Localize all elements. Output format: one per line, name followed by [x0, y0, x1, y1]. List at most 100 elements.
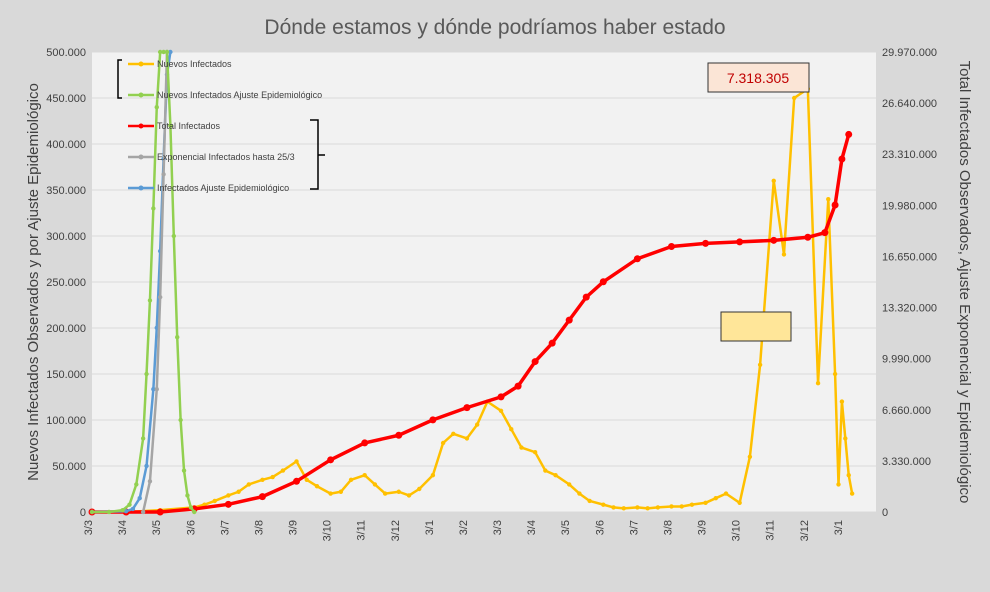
data-point: [382, 491, 388, 496]
data-point: [185, 493, 190, 498]
x-tick-label: 3/1: [833, 520, 845, 535]
data-point: [120, 507, 125, 513]
right-axis-ticks: 0 3.330.000 6.660.000 9.990.000 13.320.000 16…: [882, 47, 937, 519]
data-point: [497, 393, 505, 401]
data-point: [212, 498, 217, 504]
highlight-box: [720, 311, 792, 342]
data-point: [757, 362, 763, 367]
left-axis-ticks: 0 50.000 100.000 150.000 200.000 250.000 300.0…: [46, 47, 86, 519]
data-point: [587, 498, 592, 504]
legend-marker: [138, 61, 144, 67]
data-point: [770, 236, 778, 244]
data-point: [440, 440, 446, 446]
data-point: [669, 504, 674, 509]
data-point: [531, 358, 539, 366]
data-point: [849, 491, 855, 496]
data-point: [168, 49, 173, 55]
data-point: [635, 505, 640, 510]
y-left-tick-label: 250.000: [46, 277, 86, 289]
legend-bracket-left: [117, 59, 122, 99]
data-point: [702, 239, 710, 247]
y-right-tick-label: 3.330.000: [882, 456, 931, 468]
data-point: [577, 491, 582, 496]
data-point: [178, 417, 183, 423]
x-tick-label: 3/9: [697, 520, 709, 535]
data-point: [188, 505, 194, 510]
y-right-tick-label: 19.980.000: [882, 200, 937, 212]
data-point: [260, 477, 265, 482]
legend-label: Exponencial Infectados hasta 25/3: [157, 152, 295, 162]
callout-box: [707, 62, 810, 93]
data-point: [147, 479, 153, 484]
data-point: [270, 474, 275, 480]
x-axis-ticks: 3/3 3/4 3/5 3/6 3/7 3/8 3/9 3/10 3/11 3/12 3/1 3/2 3…: [83, 520, 845, 541]
data-point: [463, 404, 471, 412]
data-point: [396, 489, 401, 494]
data-point: [548, 339, 556, 347]
data-point: [667, 242, 675, 250]
data-point: [474, 422, 480, 427]
data-point: [327, 456, 335, 464]
data-point: [703, 500, 708, 505]
y-left-tick-label: 400.000: [46, 139, 86, 151]
data-point: [106, 509, 112, 515]
data-point: [430, 473, 436, 478]
y-left-tick-label: 100.000: [46, 415, 86, 427]
data-point: [362, 473, 367, 478]
data-point: [164, 49, 170, 55]
data-point: [372, 482, 378, 487]
x-tick-label: 3/4: [526, 520, 538, 535]
legend-item: Exponencial Infectados hasta 25/3: [128, 152, 295, 162]
data-point: [553, 473, 558, 478]
data-point: [137, 495, 142, 501]
data-point: [161, 49, 166, 55]
data-point: [601, 502, 606, 507]
y-left-tick-label: 0: [80, 507, 86, 519]
data-point: [826, 197, 831, 202]
y-right-tick-label: 13.320.000: [882, 303, 937, 315]
y-left-tick-label: 500.000: [46, 47, 86, 59]
data-point: [736, 238, 744, 246]
data-point: [747, 454, 753, 459]
data-point: [839, 399, 845, 404]
data-point: [406, 493, 412, 498]
legend-item: Total Infectados: [128, 121, 221, 131]
right-axis-title: Total Infectados Observados, Ajuste Expo…: [956, 61, 973, 504]
data-point: [140, 436, 146, 441]
data-point: [294, 459, 299, 464]
data-point: [713, 496, 718, 501]
data-point: [599, 278, 607, 286]
data-point: [246, 482, 251, 487]
x-tick-label: 3/8: [662, 520, 674, 535]
y-right-tick-label: 0: [882, 507, 888, 519]
series-layer: [88, 49, 855, 516]
legend-marker: [138, 185, 144, 191]
data-point: [395, 431, 403, 439]
legend-marker: [138, 154, 144, 160]
data-point: [156, 508, 164, 516]
data-point: [236, 489, 241, 494]
legend-label: Infectados Ajuste Epidemiológico: [157, 183, 289, 193]
y-left-tick-label: 150.000: [46, 369, 86, 381]
data-point: [611, 505, 616, 510]
data-point: [838, 155, 846, 163]
data-point: [123, 509, 129, 514]
data-point: [134, 482, 139, 487]
data-point: [821, 229, 829, 237]
data-point: [293, 477, 301, 485]
legend-item: Infectados Ajuste Epidemiológico: [128, 183, 289, 193]
data-point: [89, 509, 95, 515]
data-point: [815, 381, 821, 386]
data-point: [157, 294, 163, 300]
legend-marker: [138, 123, 144, 129]
data-point: [791, 95, 797, 101]
y-left-tick-label: 200.000: [46, 323, 86, 335]
x-tick-label: 3/8: [253, 520, 265, 535]
gridlines: [92, 51, 876, 513]
y-right-tick-label: 23.310.000: [882, 149, 937, 161]
data-point: [723, 491, 729, 496]
data-point: [226, 493, 231, 498]
data-point: [140, 509, 146, 515]
